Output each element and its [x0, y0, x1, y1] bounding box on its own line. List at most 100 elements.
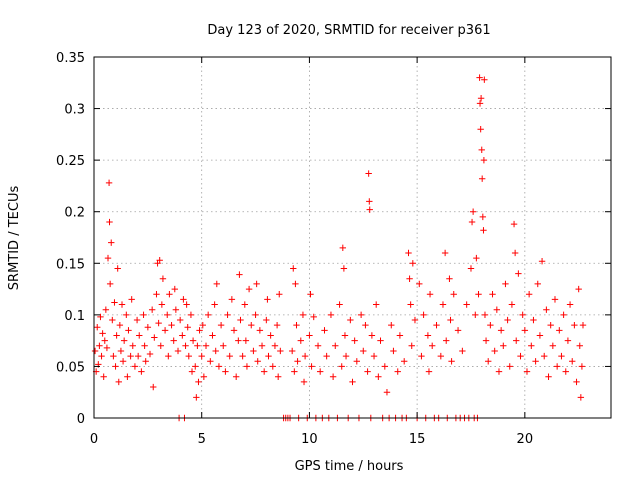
- data-point: [556, 327, 563, 334]
- data-point: [479, 213, 487, 221]
- data-point: [179, 332, 186, 339]
- data-point: [416, 280, 423, 288]
- data-point: [105, 179, 113, 187]
- data-point: [159, 275, 167, 282]
- y-tick-label: 0.3: [64, 103, 85, 118]
- data-point: [443, 337, 450, 344]
- y-tick-label: 0.2: [64, 206, 85, 221]
- data-point: [119, 358, 127, 365]
- data-point: [195, 378, 202, 386]
- data-point: [118, 301, 126, 308]
- data-point: [459, 347, 466, 355]
- data-point: [549, 342, 557, 349]
- data-point: [543, 306, 550, 313]
- data-point: [166, 291, 173, 298]
- data-point: [476, 100, 484, 107]
- data-point: [129, 342, 136, 349]
- data-point: [232, 373, 240, 380]
- data-point: [102, 306, 110, 313]
- data-point: [258, 342, 266, 349]
- data-point: [394, 368, 401, 375]
- data-point: [111, 299, 118, 306]
- data-point: [468, 218, 476, 226]
- data-point: [273, 321, 281, 329]
- data-point: [448, 358, 455, 365]
- data-point: [165, 352, 172, 360]
- data-point: [439, 301, 447, 308]
- data-point: [508, 301, 516, 308]
- data-point: [222, 368, 229, 375]
- data-point: [112, 363, 119, 370]
- data-point: [338, 363, 345, 370]
- x-tick-label: 15: [409, 432, 426, 447]
- data-point: [475, 291, 482, 298]
- data-point: [194, 342, 201, 349]
- data-point: [307, 291, 314, 298]
- data-point: [405, 249, 412, 257]
- data-point: [141, 342, 148, 349]
- data-point: [96, 342, 103, 349]
- data-point: [517, 352, 524, 360]
- data-point: [209, 332, 216, 339]
- data-point: [564, 337, 572, 344]
- data-point: [577, 394, 585, 401]
- data-point: [336, 301, 343, 308]
- data-point: [375, 373, 382, 380]
- data-point: [242, 337, 250, 344]
- data-point: [339, 244, 347, 252]
- data-point: [271, 342, 279, 349]
- data-point: [360, 347, 367, 355]
- data-point: [342, 352, 350, 360]
- data-point: [158, 301, 166, 308]
- data-point: [332, 342, 339, 349]
- data-point: [144, 324, 152, 331]
- data-point: [558, 352, 565, 360]
- data-point: [170, 337, 177, 344]
- data-point: [109, 316, 116, 324]
- data-point: [547, 321, 554, 329]
- data-point: [407, 301, 414, 308]
- data-point: [276, 291, 283, 298]
- data-point: [217, 321, 225, 329]
- data-point: [420, 311, 427, 319]
- data-point: [534, 280, 541, 288]
- data-point: [236, 271, 243, 278]
- y-tick-label: 0.25: [56, 154, 85, 169]
- data-point: [148, 306, 156, 313]
- data-point: [171, 285, 178, 293]
- data-point: [101, 337, 108, 344]
- data-point: [267, 332, 274, 339]
- data-point: [306, 332, 313, 339]
- data-point: [454, 327, 462, 334]
- data-point: [321, 327, 328, 334]
- data-point: [245, 285, 253, 293]
- chart-title: Day 123 of 2020, SRMTID for receiver p36…: [207, 23, 490, 38]
- data-point: [293, 321, 300, 329]
- data-point: [150, 383, 157, 391]
- grid-lines: [94, 57, 611, 418]
- data-point: [495, 368, 503, 375]
- data-point: [200, 373, 208, 380]
- data-point: [134, 352, 142, 360]
- x-tick-label: 20: [517, 432, 534, 447]
- data-point: [390, 347, 397, 355]
- data-point: [480, 156, 488, 164]
- data-point: [114, 265, 121, 272]
- data-point: [575, 285, 582, 293]
- data-point: [108, 239, 115, 246]
- data-point: [196, 327, 203, 334]
- data-point: [124, 373, 131, 380]
- data-point: [104, 254, 112, 262]
- data-point: [120, 337, 128, 344]
- data-point: [566, 301, 574, 308]
- data-point: [237, 316, 244, 324]
- data-point: [532, 358, 539, 365]
- data-point: [299, 311, 307, 319]
- data-point: [478, 146, 485, 154]
- data-point: [97, 313, 104, 321]
- data-point: [103, 344, 111, 352]
- data-point: [329, 373, 337, 380]
- data-point: [473, 254, 480, 262]
- data-point: [207, 358, 214, 365]
- data-point: [133, 316, 141, 324]
